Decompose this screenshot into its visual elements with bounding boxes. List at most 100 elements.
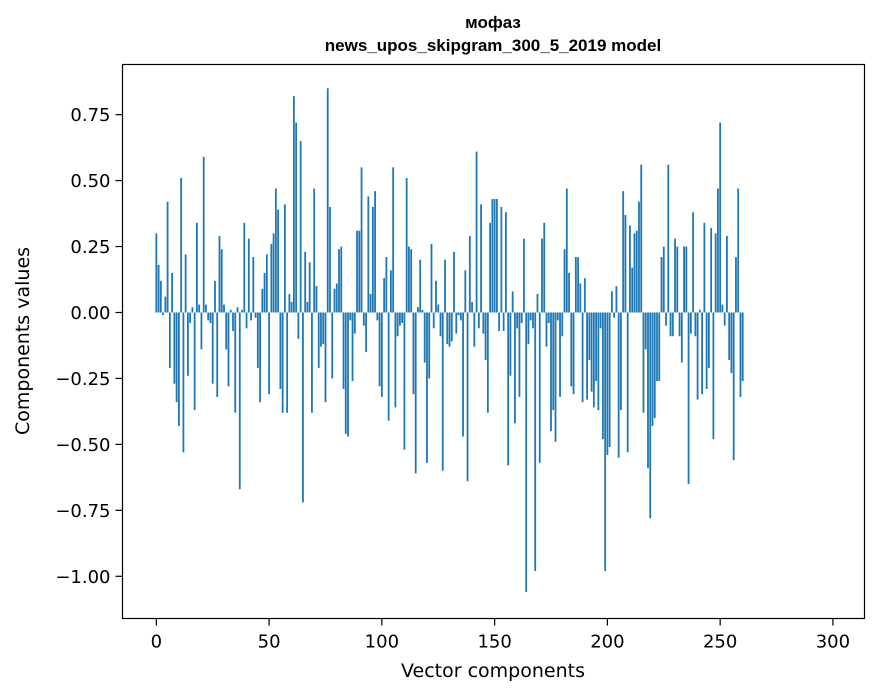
bar	[554, 312, 557, 442]
bar	[561, 312, 564, 337]
bar	[399, 312, 401, 326]
bar	[710, 228, 713, 313]
bar	[247, 238, 250, 313]
bar	[349, 312, 352, 321]
bar	[340, 246, 343, 313]
bar	[394, 312, 397, 408]
bar	[293, 96, 295, 313]
bar	[595, 312, 598, 382]
bar	[579, 283, 582, 313]
bar	[187, 312, 189, 376]
x-axis-ticks: 0 50 100 150 200 250 300	[151, 618, 850, 653]
bar	[157, 265, 160, 313]
bar	[227, 312, 230, 387]
bar	[417, 307, 419, 313]
bar	[516, 312, 519, 329]
bar	[198, 304, 201, 313]
bar	[547, 312, 550, 324]
bar	[211, 312, 214, 384]
bar	[687, 312, 690, 484]
bar	[741, 312, 744, 382]
bar	[453, 251, 455, 313]
bar	[635, 230, 638, 313]
bar	[498, 312, 501, 331]
bar	[333, 288, 336, 313]
bar	[430, 243, 433, 313]
bar	[376, 312, 379, 321]
bar	[507, 312, 510, 466]
bar	[286, 312, 289, 413]
bar	[410, 249, 413, 313]
bar	[392, 167, 395, 313]
bar	[403, 312, 406, 450]
bar	[426, 312, 428, 463]
y-tick-label: 0.50	[70, 171, 110, 192]
bar	[272, 233, 275, 313]
bar	[159, 280, 162, 313]
bar	[644, 312, 647, 350]
bar	[563, 249, 566, 313]
y-tick-label: −0.50	[55, 435, 110, 456]
bar	[464, 270, 467, 313]
bar	[728, 312, 731, 360]
bar	[229, 309, 232, 313]
bar	[369, 294, 372, 313]
bar	[520, 312, 523, 324]
bar	[620, 312, 622, 411]
bar	[306, 301, 309, 313]
bar	[473, 312, 476, 347]
bar	[662, 246, 665, 313]
bar	[365, 312, 367, 353]
bar	[597, 312, 600, 411]
bar	[329, 206, 331, 313]
bar	[385, 257, 388, 313]
bar	[283, 204, 286, 313]
bar	[331, 312, 334, 379]
bar	[685, 246, 688, 313]
bar	[166, 201, 169, 313]
bar	[326, 88, 329, 313]
bar	[444, 259, 446, 313]
bar	[586, 312, 588, 400]
bar	[653, 312, 656, 418]
bar	[338, 249, 340, 313]
bar	[421, 309, 424, 313]
bar	[200, 312, 203, 350]
bar	[162, 312, 164, 316]
bar	[304, 251, 307, 313]
bar	[455, 312, 458, 334]
bar	[311, 312, 313, 413]
bar	[290, 301, 293, 313]
bar	[683, 246, 685, 313]
bar	[489, 222, 492, 313]
bar	[423, 312, 426, 363]
bar	[281, 312, 284, 413]
bar	[374, 191, 376, 313]
bar	[450, 312, 453, 342]
y-tick-label: −1.00	[55, 567, 110, 588]
bar	[730, 312, 733, 374]
bar	[495, 199, 498, 313]
bar	[223, 304, 225, 313]
bar	[698, 309, 701, 313]
bar	[629, 225, 631, 313]
x-tick-label: 150	[477, 632, 511, 653]
bar	[263, 272, 266, 313]
bar	[274, 188, 277, 313]
bar	[694, 312, 697, 337]
y-axis-label: Components values	[12, 247, 34, 435]
y-tick-label: 0.75	[70, 105, 110, 126]
bar	[581, 312, 584, 403]
bar	[689, 312, 692, 334]
bar	[259, 312, 261, 403]
bar	[236, 307, 239, 313]
bar	[268, 312, 270, 395]
x-tick-label: 300	[816, 632, 850, 653]
bar	[168, 312, 171, 368]
bar	[667, 164, 670, 313]
bar	[486, 312, 489, 413]
bar	[559, 312, 561, 397]
bar	[419, 259, 422, 313]
bar	[265, 254, 268, 313]
bar	[358, 230, 361, 313]
